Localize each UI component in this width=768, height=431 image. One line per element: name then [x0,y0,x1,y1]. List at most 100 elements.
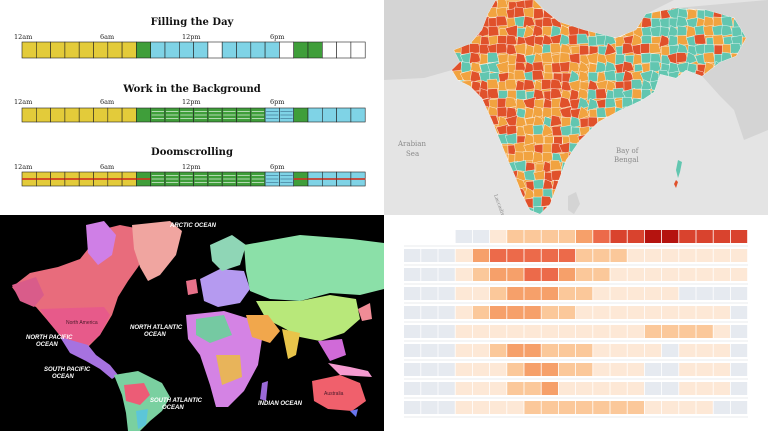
district [669,198,680,209]
heatmap-cell [593,382,610,395]
district [452,133,455,146]
district [452,180,455,193]
heatmap-cell [404,401,421,414]
world-map-svg: ARCTIC OCEAN NORTH ATLANTIC OCEAN NORTH … [12,221,384,431]
heatmap-cell [627,344,644,357]
heatmap-cell [421,306,438,319]
district [470,107,482,119]
heatmap-cell [524,287,541,300]
district [739,169,746,182]
heatmap-cell [455,382,472,395]
heatmap-cell [507,382,524,395]
heatmap-cell [404,287,421,300]
district [696,81,707,93]
timeline-cell [136,107,151,123]
heatmap-cell [679,268,696,281]
district [533,179,545,190]
district [587,116,599,128]
district [551,206,563,214]
district [561,180,572,192]
heatmap-cell [541,382,558,395]
district [685,97,698,108]
district [742,181,746,192]
timeline-cell [179,41,194,59]
usa-shape [40,307,110,347]
district [730,169,743,180]
heatmap-cell [455,268,472,281]
district [540,51,554,63]
district [639,141,653,154]
heatmap-cell [576,287,593,300]
indian-ocean-label: INDIAN OCEAN [258,401,303,407]
heatmap-cell [558,230,576,243]
heatmap-cell [679,382,696,395]
district [487,88,500,99]
india-map-panel: Arabian Sea Bay of Bengal Laccadive [384,0,768,215]
district [550,106,563,118]
district [479,143,491,154]
district [751,163,760,174]
sri-lanka-shape [568,192,580,214]
heatmap-cell [644,401,662,414]
district [478,133,491,144]
heatmap-cell [472,249,490,262]
heatmap-cell [644,344,662,357]
district [488,170,500,184]
indonesia-shape [328,363,372,377]
district [452,143,464,155]
district [452,79,455,93]
heatmap-cell [644,230,662,243]
district [489,135,500,146]
district [531,69,545,81]
heatmap-cell [490,401,507,414]
timeline-cell [121,107,137,123]
timeline-filling-the-day: Filling the Day 12am 6am 12pm 6pm [14,17,366,59]
district [748,196,760,207]
time-label-12am: 12am [14,33,32,41]
district [657,105,671,118]
district [640,52,653,64]
heatmap-cell [696,401,713,414]
district [649,133,662,145]
district [594,132,608,146]
district [649,43,662,54]
district [649,196,662,208]
timeline-cell [350,107,366,123]
timeline-cell [121,41,137,59]
heatmap-cell [404,382,421,395]
district [477,150,491,162]
district [703,205,716,214]
district [696,189,707,200]
district [695,98,707,110]
heatmap-cell [576,230,593,243]
district [604,142,617,155]
district [721,169,734,180]
district [514,43,527,55]
heatmap-cell [610,230,627,243]
district [649,151,662,163]
heatmap-cell [404,306,421,319]
timeline-cell [64,107,80,123]
district [597,162,608,174]
district [606,117,617,129]
district [712,97,726,111]
district [677,197,689,209]
district [706,91,717,102]
district [713,152,725,164]
district [677,179,689,191]
south-atlantic-label-2: OCEAN [162,405,184,411]
district [452,196,464,209]
heatmap-cell [593,249,610,262]
district [748,142,760,154]
district [677,35,689,46]
district [723,198,734,210]
district [631,97,644,110]
district [452,204,455,214]
district [739,196,746,208]
district [712,160,725,174]
heatmap-cell [507,325,524,338]
heatmap-cell [524,230,541,243]
district [695,125,707,138]
district [704,161,716,173]
heatmap-cell [610,325,627,338]
